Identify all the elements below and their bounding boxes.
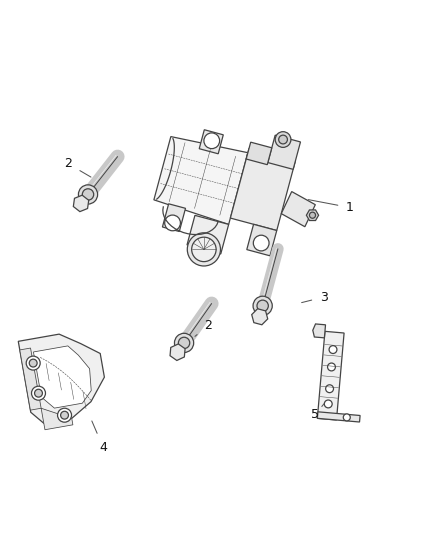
Polygon shape [246, 142, 272, 165]
Polygon shape [154, 136, 248, 224]
Circle shape [343, 414, 350, 421]
Polygon shape [41, 408, 73, 430]
Circle shape [192, 237, 216, 262]
Polygon shape [18, 334, 104, 423]
Circle shape [253, 296, 272, 316]
Text: 5: 5 [311, 404, 324, 422]
Polygon shape [170, 344, 185, 360]
Circle shape [187, 233, 220, 266]
Circle shape [309, 212, 315, 219]
Circle shape [324, 400, 332, 408]
Circle shape [275, 132, 291, 148]
Circle shape [178, 337, 190, 349]
Circle shape [78, 185, 98, 204]
Circle shape [26, 356, 40, 370]
Circle shape [29, 359, 37, 367]
Polygon shape [73, 195, 89, 212]
Circle shape [279, 135, 287, 144]
Circle shape [82, 189, 94, 200]
Polygon shape [252, 309, 268, 325]
Polygon shape [306, 210, 318, 221]
Text: 4: 4 [92, 421, 107, 454]
Polygon shape [318, 332, 344, 420]
Text: 2: 2 [64, 157, 91, 177]
Polygon shape [318, 412, 360, 422]
Circle shape [165, 215, 180, 231]
Polygon shape [33, 346, 91, 408]
Circle shape [328, 363, 336, 371]
Polygon shape [281, 191, 315, 227]
Circle shape [253, 235, 269, 251]
Text: 3: 3 [302, 290, 328, 304]
Circle shape [32, 386, 46, 400]
Polygon shape [162, 204, 186, 231]
Circle shape [57, 408, 71, 422]
Text: 1: 1 [308, 199, 354, 214]
Polygon shape [313, 324, 325, 338]
Polygon shape [268, 135, 300, 169]
Circle shape [257, 300, 268, 311]
Polygon shape [247, 224, 277, 256]
Circle shape [60, 411, 68, 419]
Circle shape [329, 345, 337, 353]
Text: 2: 2 [195, 319, 212, 336]
Polygon shape [230, 149, 295, 230]
Polygon shape [187, 215, 229, 254]
Polygon shape [20, 348, 41, 410]
Circle shape [204, 133, 219, 149]
Polygon shape [199, 130, 223, 154]
Circle shape [174, 333, 194, 352]
Circle shape [35, 389, 42, 397]
Circle shape [325, 385, 333, 393]
